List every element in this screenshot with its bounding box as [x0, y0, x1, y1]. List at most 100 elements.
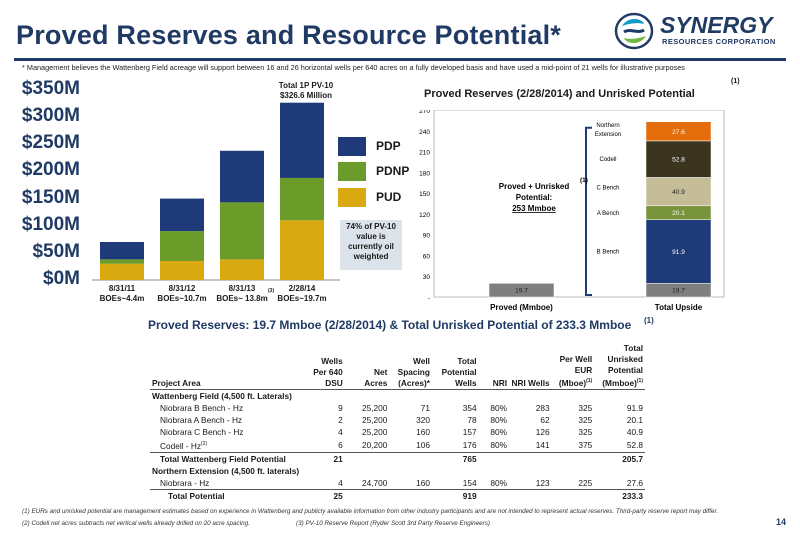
right-chart-title-sup: (1): [731, 78, 740, 85]
right-plot-frame: [433, 110, 725, 298]
cell-spacing-value: 71: [420, 402, 430, 413]
page-number: 14: [775, 517, 786, 527]
cell-nriwells-value: 283: [535, 402, 550, 413]
empty-cell: [389, 451, 432, 465]
total-pv10-line2: $326.6 Million: [279, 91, 333, 100]
col-total-l4-wrap: (Mmboe)(1): [596, 376, 643, 389]
col-wells-l1: Wells: [321, 355, 343, 366]
right-y-tick: 30: [423, 274, 431, 281]
reserves-potential-chart: - 30 60 90 120 150 180 210 240 270 Proved (Mmboe) T…: [419, 110, 725, 312]
segment-name-label: Codell: [599, 157, 616, 163]
cell-spacing-value: 160: [416, 426, 430, 437]
cell-area: Niobrara A Bench - Hz: [150, 414, 302, 426]
left-y-tick: $300M: [21, 105, 80, 127]
cell-wells-value: 2: [338, 414, 343, 425]
segment-name-label: B Bench: [597, 249, 620, 255]
left-y-tick: $0M: [43, 268, 80, 289]
cell-eur-value: 325: [578, 426, 593, 437]
upside-bracket: [585, 126, 592, 296]
bar-pud-1: [160, 261, 204, 280]
col-total-l1: Total: [623, 343, 643, 353]
cell-nriwells: 123: [509, 477, 552, 490]
cell-acres-value: 25,200: [361, 426, 388, 437]
logo-sub: RESOURCES CORPORATION: [662, 37, 776, 46]
empty-cell: [478, 451, 510, 465]
col-eur-l1: Per Well: [559, 354, 593, 364]
bar-pdp-2: [220, 150, 264, 203]
grand-total-total: 233.3: [594, 488, 645, 502]
cell-nri-value: 80%: [490, 426, 508, 437]
cell-potential-value: 157: [462, 426, 477, 437]
right-y-tick: 240: [419, 129, 430, 136]
col-potential-l1: Total: [457, 355, 477, 366]
cell-acres: 24,700: [345, 477, 390, 490]
right-y-tick: 90: [423, 233, 431, 240]
footnote-1: (1) EURs and unrisked potential are mana…: [22, 508, 719, 515]
col-potential-wells: Total Potential Wells: [431, 343, 479, 390]
cell-spacing-value: 106: [416, 439, 430, 450]
cell-acres-value: 20,200: [361, 439, 388, 450]
cell-total-value: 52.8: [626, 439, 643, 450]
bar-pdp-3: [280, 102, 324, 178]
col-wells-l3: DSU: [325, 377, 343, 388]
cell-eur-value: 375: [578, 439, 593, 450]
cell-wells-value: 9: [338, 402, 343, 413]
col-spacing: Well Spacing (Acres)*: [389, 343, 432, 390]
col-potential-l3: Wells: [455, 377, 477, 388]
synergy-logo-icon: [614, 12, 654, 50]
callout-line-1: Proved + Unrisked: [499, 182, 570, 191]
cell-nriwells: 141: [509, 438, 552, 452]
grand-total-wells: 25: [302, 488, 345, 502]
left-x-sublabel-wrap: BOEs~4.4m: [92, 294, 152, 304]
cell-potential: 157: [432, 426, 479, 438]
legend-swatch-pud: [338, 188, 366, 207]
grand-total-row: Total Potential 25 919 233.3: [150, 488, 645, 502]
table-row: Niobrara C Bench - Hz 4 25,200 160 157 80% 126…: [150, 426, 645, 438]
pv10-chart: [92, 102, 340, 281]
left-y-tick: $50M: [32, 240, 80, 262]
cell-spacing: 160: [389, 426, 432, 438]
cell-acres-value: 24,700: [361, 477, 388, 488]
bar-pud-0: [100, 263, 144, 280]
col-wells-l2: Per 640: [313, 366, 343, 377]
bar-pdnp-1: [160, 231, 204, 261]
right-y-tick: 210: [419, 150, 430, 157]
cell-nriwells: 126: [509, 426, 552, 438]
empty-cell: [389, 488, 432, 502]
col-potential-l2: Potential: [441, 366, 477, 377]
left-x-category-sup: (3): [268, 288, 275, 294]
cell-nriwells-value: 141: [535, 439, 550, 450]
cell-spacing: 320: [389, 414, 432, 426]
col-total-l3: Potential: [607, 365, 643, 375]
col-eur-sup: (1): [586, 378, 593, 384]
left-y-tick: $350M: [21, 78, 80, 99]
cell-nri: 80%: [479, 477, 509, 490]
col-eur-l3: (Mboe): [558, 377, 587, 388]
cell-eur-value: 225: [578, 477, 593, 488]
left-x-category-sublabel: BOEs~10.7m: [157, 294, 207, 303]
cell-total: 52.8: [594, 438, 645, 452]
footnote-3: (3) PV-10 Reserve Report (Ryder Scott 3r…: [296, 520, 490, 527]
right-chart-title: Proved Reserves (2/28/2014) and Unrisked…: [424, 88, 695, 100]
table-row: Niobrara B Bench - Hz 9 25,200 71 354 80% 283 3…: [150, 402, 645, 414]
page-title: Proved Reserves and Resource Potential*: [16, 20, 562, 50]
bar-pud-2: [220, 259, 264, 280]
cell-acres-value: 25,200: [361, 402, 388, 413]
col-acres-l1: Net: [373, 366, 388, 377]
col-spacing-l2: Spacing: [397, 366, 430, 377]
right-y-tick: 120: [419, 212, 430, 219]
cell-nri-value: 80%: [490, 402, 508, 413]
cell-spacing: 160: [389, 477, 432, 490]
cell-total: 20.1: [594, 414, 645, 426]
cell-acres: 25,200: [345, 426, 390, 438]
table-row: Niobrara - Hz 4 24,700 160 154 80% 123 225 27.6: [150, 477, 645, 490]
left-x-category: 8/31/12 BOEs~10.7m: [152, 284, 212, 304]
bar-b-bench-1: [645, 219, 712, 284]
cell-potential: 354: [432, 402, 479, 414]
logo-name: SYNERGY: [660, 12, 773, 38]
cell-nriwells: 283: [509, 402, 552, 414]
grand-total-label: Total Potential: [150, 488, 303, 502]
subtotal-row-wattenberg: Total Wattenberg Field Potential 21 765 …: [150, 451, 645, 465]
proved-value-label: 19.7: [515, 288, 528, 295]
section-row-wattenberg: Wattenberg Field (4,500 ft. Laterals): [150, 389, 645, 402]
